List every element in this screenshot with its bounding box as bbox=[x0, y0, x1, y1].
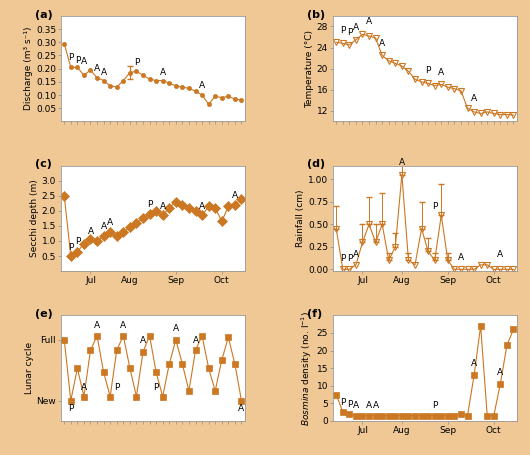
Text: A: A bbox=[238, 404, 244, 413]
Y-axis label: Lunar cycle: Lunar cycle bbox=[24, 342, 33, 394]
Text: A: A bbox=[353, 23, 359, 32]
Text: A: A bbox=[438, 67, 444, 76]
Text: P: P bbox=[75, 56, 80, 65]
Text: P: P bbox=[340, 398, 346, 407]
Text: A: A bbox=[366, 17, 372, 26]
Text: (b): (b) bbox=[307, 10, 325, 20]
Text: P: P bbox=[68, 53, 74, 62]
Text: A: A bbox=[94, 64, 100, 73]
Text: P: P bbox=[75, 238, 80, 247]
Text: P: P bbox=[340, 254, 346, 263]
Text: P: P bbox=[68, 404, 74, 413]
Text: A: A bbox=[399, 158, 405, 167]
Text: A: A bbox=[366, 401, 372, 410]
Text: A: A bbox=[497, 368, 504, 377]
Text: A: A bbox=[471, 359, 477, 368]
Text: A: A bbox=[81, 384, 87, 393]
Text: P: P bbox=[68, 243, 74, 252]
Text: A: A bbox=[199, 202, 205, 211]
Text: A: A bbox=[101, 222, 107, 231]
Text: A: A bbox=[160, 202, 166, 211]
Text: A: A bbox=[107, 217, 113, 227]
Y-axis label: $\it{Bosmina}$ density (no. l$^{-1}$): $\it{Bosmina}$ density (no. l$^{-1}$) bbox=[299, 311, 314, 425]
Text: P: P bbox=[432, 401, 437, 410]
Text: (e): (e) bbox=[35, 309, 53, 319]
Text: P: P bbox=[432, 202, 437, 211]
Text: A: A bbox=[379, 39, 385, 48]
Text: (f): (f) bbox=[307, 309, 322, 319]
Text: A: A bbox=[160, 67, 166, 76]
Y-axis label: Temperature (°C): Temperature (°C) bbox=[305, 30, 314, 108]
Text: A: A bbox=[192, 336, 199, 345]
Text: A: A bbox=[373, 401, 379, 410]
Y-axis label: Rainfall (cm): Rainfall (cm) bbox=[296, 190, 305, 247]
Text: P: P bbox=[147, 200, 152, 209]
Text: P: P bbox=[134, 58, 139, 67]
Y-axis label: Discharge (m³ s⁻¹): Discharge (m³ s⁻¹) bbox=[24, 27, 33, 111]
Text: A: A bbox=[87, 227, 94, 236]
Text: A: A bbox=[140, 336, 146, 345]
Text: A: A bbox=[471, 94, 477, 103]
Text: A: A bbox=[94, 321, 100, 330]
Text: A: A bbox=[81, 57, 87, 66]
Text: P: P bbox=[347, 399, 352, 409]
Text: A: A bbox=[353, 401, 359, 410]
Text: P: P bbox=[340, 26, 346, 35]
Text: P: P bbox=[154, 384, 159, 393]
Text: A: A bbox=[120, 321, 126, 330]
Y-axis label: Secchi depth (m): Secchi depth (m) bbox=[30, 180, 39, 257]
Text: (a): (a) bbox=[35, 10, 53, 20]
Text: P: P bbox=[347, 254, 352, 263]
Text: A: A bbox=[497, 249, 504, 258]
Text: A: A bbox=[232, 191, 238, 200]
Text: A: A bbox=[199, 81, 205, 90]
Text: (c): (c) bbox=[35, 159, 52, 169]
Text: P: P bbox=[347, 28, 352, 37]
Text: A: A bbox=[458, 253, 464, 262]
Text: P: P bbox=[114, 384, 119, 393]
Text: A: A bbox=[353, 249, 359, 258]
Text: P: P bbox=[426, 66, 431, 75]
Text: (d): (d) bbox=[307, 159, 325, 169]
Text: A: A bbox=[101, 67, 107, 76]
Text: A: A bbox=[173, 324, 179, 333]
